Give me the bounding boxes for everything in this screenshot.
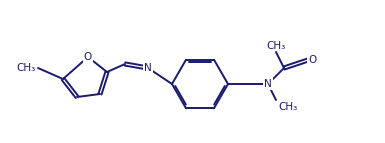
Text: O: O [308,55,316,65]
Text: CH₃: CH₃ [17,63,36,73]
Text: N: N [144,63,152,73]
Text: O: O [84,52,92,62]
Text: CH₃: CH₃ [266,41,286,51]
Text: N: N [264,79,272,89]
Text: CH₃: CH₃ [278,102,297,112]
